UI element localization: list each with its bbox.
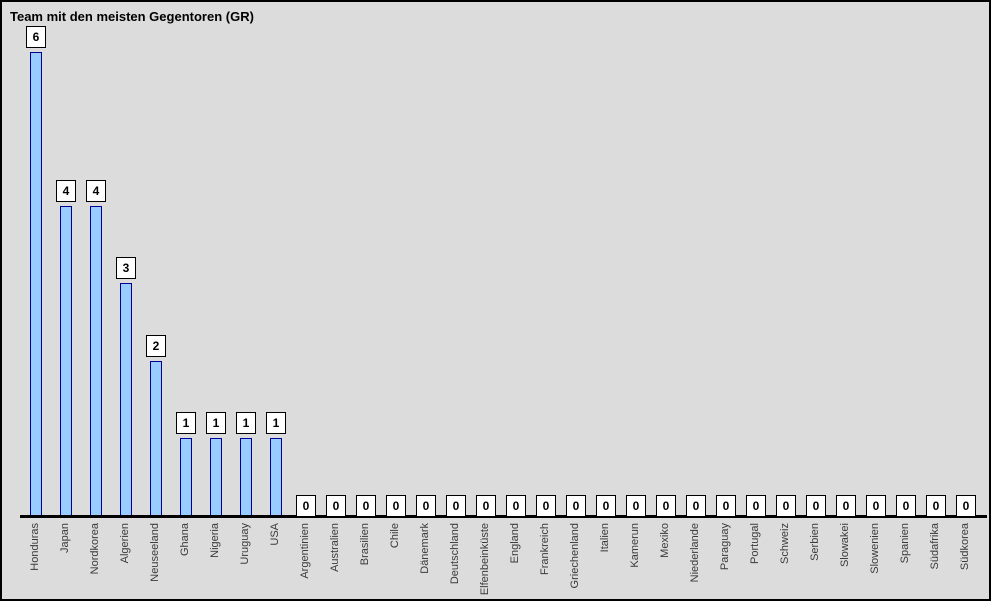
bar-usa xyxy=(270,438,282,515)
x-axis-label-deutschland: Deutschland xyxy=(449,523,461,585)
value-label-uruguay: 1 xyxy=(236,412,256,434)
bar-uruguay xyxy=(240,438,252,515)
x-axis-label-england: England xyxy=(509,523,521,564)
x-axis-label-algerien: Algerien xyxy=(119,523,131,564)
value-label-sudkorea: 0 xyxy=(956,495,976,517)
x-axis-label-australien: Australien xyxy=(329,523,341,572)
value-label-portugal: 0 xyxy=(746,495,766,517)
bar-nigeria xyxy=(210,438,222,515)
chart-title: Team mit den meisten Gegentoren (GR) xyxy=(10,9,254,24)
value-label-neuseeland: 2 xyxy=(146,335,166,357)
value-label-slowenien: 0 xyxy=(866,495,886,517)
value-label-danemark: 0 xyxy=(416,495,436,517)
x-axis-label-brasilien: Brasilien xyxy=(359,523,371,566)
value-label-honduras: 6 xyxy=(26,26,46,48)
x-axis-label-argentinien: Argentinien xyxy=(299,523,311,579)
bar-honduras xyxy=(30,52,42,515)
x-axis-label-italien: Italien xyxy=(599,523,611,553)
x-axis-label-neuseeland: Neuseeland xyxy=(149,523,161,582)
value-label-england: 0 xyxy=(506,495,526,517)
value-label-ghana: 1 xyxy=(176,412,196,434)
value-label-brasilien: 0 xyxy=(356,495,376,517)
x-axis-label-mexiko: Mexiko xyxy=(659,523,671,558)
bar-neuseeland xyxy=(150,361,162,515)
x-axis-label-uruguay: Uruguay xyxy=(239,523,251,565)
value-label-japan: 4 xyxy=(56,180,76,202)
x-axis-label-japan: Japan xyxy=(59,523,71,553)
value-label-griechenland: 0 xyxy=(566,495,586,517)
x-axis-label-slowakei: Slowakei xyxy=(839,523,851,568)
x-axis-label-paraguay: Paraguay xyxy=(719,523,731,571)
value-label-spanien: 0 xyxy=(896,495,916,517)
x-axis-label-chile: Chile xyxy=(389,523,401,549)
x-axis-label-spanien: Spanien xyxy=(899,523,911,564)
value-label-algerien: 3 xyxy=(116,257,136,279)
value-label-nordkorea: 4 xyxy=(86,180,106,202)
value-label-serbien: 0 xyxy=(806,495,826,517)
value-label-argentinien: 0 xyxy=(296,495,316,517)
x-axis-label-portugal: Portugal xyxy=(749,523,761,564)
x-axis-label-griechenland: Griechenland xyxy=(569,523,581,589)
x-axis-label-slowenien: Slowenien xyxy=(869,523,881,574)
value-label-paraguay: 0 xyxy=(716,495,736,517)
x-axis-label-schweiz: Schweiz xyxy=(779,523,791,564)
x-axis-label-elfenbeinkuste: Elfenbeinküste xyxy=(479,523,491,596)
value-label-slowakei: 0 xyxy=(836,495,856,517)
value-label-italien: 0 xyxy=(596,495,616,517)
value-label-schweiz: 0 xyxy=(776,495,796,517)
bar-algerien xyxy=(120,283,132,515)
x-axis-label-danemark: Dänemark xyxy=(419,523,431,574)
value-label-nigeria: 1 xyxy=(206,412,226,434)
x-axis-label-nigeria: Nigeria xyxy=(209,523,221,558)
bar-japan xyxy=(60,206,72,515)
x-axis-line xyxy=(20,515,987,518)
x-axis-label-serbien: Serbien xyxy=(809,523,821,561)
value-label-deutschland: 0 xyxy=(446,495,466,517)
x-axis-label-usa: USA xyxy=(269,523,281,546)
value-label-mexiko: 0 xyxy=(656,495,676,517)
x-axis-label-sudkorea: Südkorea xyxy=(959,523,971,571)
x-axis-label-nordkorea: Nordkorea xyxy=(89,523,101,575)
value-label-usa: 1 xyxy=(266,412,286,434)
value-label-elfenbeinkuste: 0 xyxy=(476,495,496,517)
value-label-sudafrika: 0 xyxy=(926,495,946,517)
x-axis-label-honduras: Honduras xyxy=(29,523,41,571)
value-label-chile: 0 xyxy=(386,495,406,517)
x-axis-label-frankreich: Frankreich xyxy=(539,523,551,575)
x-axis-label-niederlande: Niederlande xyxy=(689,523,701,583)
value-label-niederlande: 0 xyxy=(686,495,706,517)
value-label-frankreich: 0 xyxy=(536,495,556,517)
bar-ghana xyxy=(180,438,192,515)
value-label-kamerun: 0 xyxy=(626,495,646,517)
x-axis-label-ghana: Ghana xyxy=(179,523,191,557)
x-axis-label-kamerun: Kamerun xyxy=(629,523,641,568)
value-label-australien: 0 xyxy=(326,495,346,517)
bar-nordkorea xyxy=(90,206,102,515)
x-axis-label-sudafrika: Südafrika xyxy=(929,523,941,570)
